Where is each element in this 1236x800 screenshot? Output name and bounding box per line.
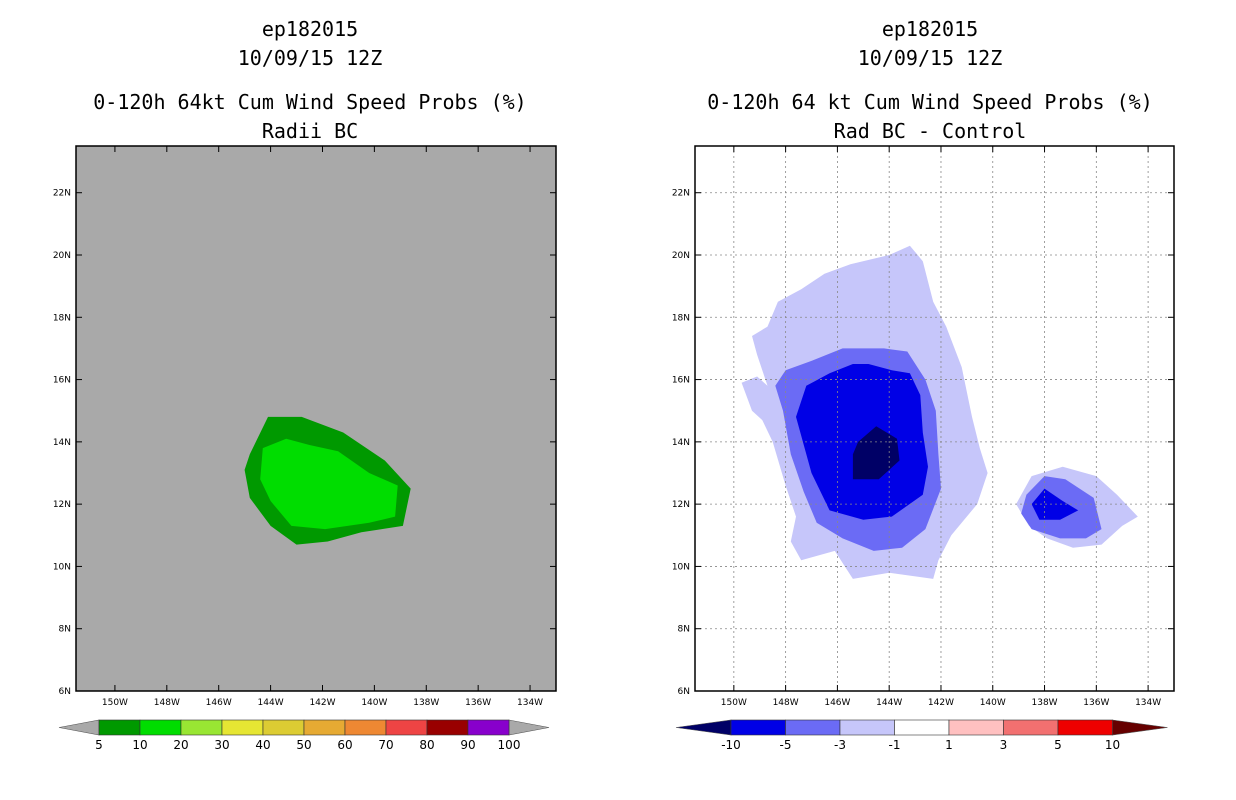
- x-tick-label: 138W: [413, 698, 439, 708]
- colorbar-swatch: [139, 719, 182, 736]
- y-tick-label: 14N: [53, 438, 71, 448]
- y-tick-label: 12N: [53, 500, 71, 510]
- colorbar: 5 10 20 30 40 50 60 70 80 90 100: [58, 719, 550, 752]
- y-tick-label: 20N: [672, 251, 690, 261]
- left-title-subtitle: Radii BC: [261, 119, 359, 143]
- colorbar-label: -3: [834, 738, 846, 752]
- x-tick-label: 136W: [465, 698, 491, 708]
- colorbar-label: 80: [419, 738, 434, 752]
- y-tick-label: 14N: [672, 438, 690, 448]
- colorbar-label: 10: [1105, 738, 1120, 752]
- y-tick-label: 16N: [672, 376, 690, 386]
- right-title-product: 0-120h 64 kt Cum Wind Speed Probs (%): [707, 90, 1153, 114]
- x-tick-label: 144W: [876, 698, 902, 708]
- plot-frame: [75, 145, 557, 692]
- colorbar-under-triangle: [675, 719, 732, 736]
- y-tick-label: 12N: [672, 500, 690, 510]
- colorbar-label: 20: [173, 738, 188, 752]
- colorbar-label: -10: [721, 738, 741, 752]
- colorbar-swatch: [1057, 719, 1113, 736]
- x-tick-label: 150W: [721, 698, 747, 708]
- y-tick-label: 8N: [678, 625, 690, 635]
- x-tick-label: 150W: [102, 698, 128, 708]
- colorbar-label: 1: [945, 738, 953, 752]
- colorbar-label: 70: [378, 738, 393, 752]
- plot-frame: [694, 145, 1175, 692]
- contour-fill-5: [1031, 488, 1079, 520]
- colorbar-under-triangle: [58, 719, 100, 736]
- x-tick-label: 146W: [824, 698, 850, 708]
- x-tick-label: 146W: [206, 698, 232, 708]
- colorbar-label: 60: [337, 738, 352, 752]
- colorbar-label: 100: [498, 738, 521, 752]
- colorbar-over-triangle: [1112, 719, 1168, 736]
- y-tick-label: 6N: [678, 687, 690, 697]
- colorbar-swatch: [98, 719, 141, 736]
- colorbar-swatch: [467, 719, 510, 736]
- colorbar-swatch: [262, 719, 305, 736]
- colorbar-label: 5: [95, 738, 103, 752]
- colorbar-swatch: [426, 719, 469, 736]
- colorbar-over-triangle: [508, 719, 550, 736]
- left-title-storm-id: ep182015: [261, 17, 359, 41]
- colorbar-swatch: [1003, 719, 1059, 736]
- colorbar-swatch: [894, 719, 950, 736]
- colorbar-label: 5: [1054, 738, 1062, 752]
- colorbar: -10 -5 -3 -1 1 3 5 10: [675, 719, 1168, 752]
- colorbar-swatch: [785, 719, 841, 736]
- right-title-storm-id: ep182015: [881, 17, 979, 41]
- right-title-subtitle: Rad BC - Control: [833, 119, 1027, 143]
- y-tick-label: 18N: [672, 313, 690, 323]
- x-tick-label: 148W: [773, 698, 799, 708]
- y-tick-label: 10N: [672, 562, 690, 572]
- colorbar-swatch: [385, 719, 428, 736]
- x-tick-label: 142W: [928, 698, 954, 708]
- x-tick-label: 140W: [361, 698, 387, 708]
- right-title-date: 10/09/15 12Z: [857, 46, 1003, 70]
- x-tick-label: 136W: [1083, 698, 1109, 708]
- contour-fill-6: [852, 426, 900, 480]
- left-title-date: 10/09/15 12Z: [237, 46, 383, 70]
- y-tick-label: 22N: [53, 189, 71, 199]
- y-tick-label: 22N: [672, 189, 690, 199]
- y-tick-label: 8N: [59, 625, 71, 635]
- x-tick-label: 134W: [1135, 698, 1161, 708]
- colorbar-label: 90: [460, 738, 475, 752]
- left-title-product: 0-120h 64kt Cum Wind Speed Probs (%): [93, 90, 527, 114]
- colorbar-label: -1: [889, 738, 901, 752]
- colorbar-swatch: [180, 719, 223, 736]
- contour-fill-1: [260, 438, 398, 530]
- y-tick-label: 6N: [59, 687, 71, 697]
- x-tick-label: 140W: [980, 698, 1006, 708]
- y-tick-label: 10N: [53, 562, 71, 572]
- x-tick-label: 148W: [154, 698, 180, 708]
- colorbar-swatch: [344, 719, 387, 736]
- colorbar-label: 30: [214, 738, 229, 752]
- colorbar-label: 40: [255, 738, 270, 752]
- panel-right: 150W 148W 146W 144W 142W 140W 138W 136W 134W 6N 8N…: [672, 145, 1175, 708]
- colorbar-label: 10: [132, 738, 147, 752]
- plot-background: [76, 146, 556, 691]
- y-tick-label: 20N: [53, 251, 71, 261]
- colorbar-swatch: [303, 719, 346, 736]
- x-tick-label: 142W: [309, 698, 335, 708]
- x-tick-label: 144W: [258, 698, 284, 708]
- colorbar-swatch: [221, 719, 264, 736]
- y-tick-label: 16N: [53, 376, 71, 386]
- y-tick-label: 18N: [53, 313, 71, 323]
- colorbar-swatch: [730, 719, 786, 736]
- colorbar-swatch: [839, 719, 895, 736]
- colorbar-label: 50: [296, 738, 311, 752]
- colorbar-label: 3: [1000, 738, 1008, 752]
- x-tick-label: 138W: [1032, 698, 1058, 708]
- x-tick-label: 134W: [517, 698, 543, 708]
- colorbar-label: -5: [780, 738, 792, 752]
- colorbar-swatch: [948, 719, 1004, 736]
- panel-left: 150W 148W 146W 144W 142W 140W 138W 136W 134W 6N 8N…: [53, 145, 557, 708]
